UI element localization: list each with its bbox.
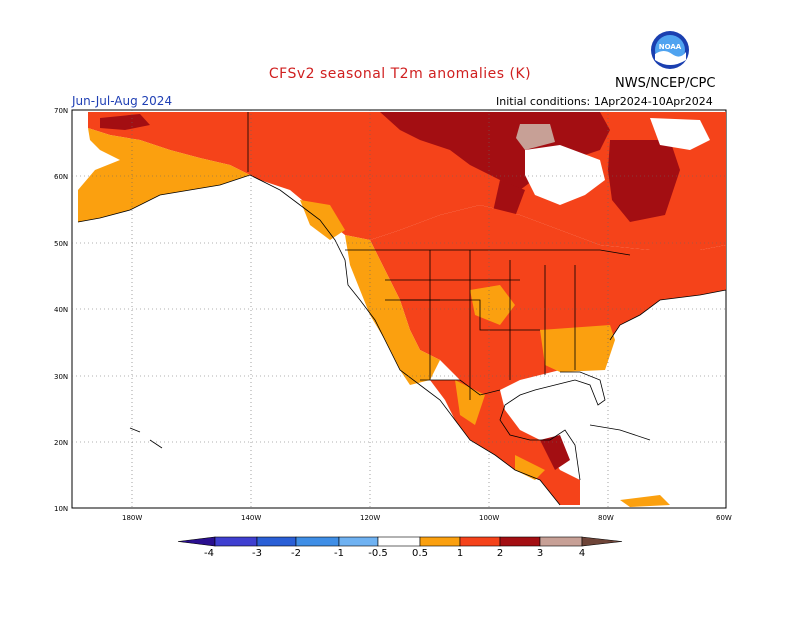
lat-tick-labels: 70N 60N 50N 40N 30N 20N 10N bbox=[54, 107, 68, 513]
lat-tick: 70N bbox=[54, 107, 68, 115]
lat-tick: 30N bbox=[54, 373, 68, 381]
lon-tick: 60W bbox=[716, 514, 732, 522]
colorbar-bin bbox=[295, 536, 340, 547]
colorbar-label: 4 bbox=[579, 548, 585, 559]
colorbar-bin bbox=[338, 536, 379, 547]
colorbar-bin bbox=[499, 536, 541, 547]
colorbar-label: 1 bbox=[457, 548, 463, 559]
lat-tick: 60N bbox=[54, 173, 68, 181]
lat-tick: 50N bbox=[54, 240, 68, 248]
colorbar-bin bbox=[419, 536, 461, 547]
lon-tick: 180W bbox=[122, 514, 142, 522]
lon-tick: 140W bbox=[241, 514, 261, 522]
lat-tick: 20N bbox=[54, 439, 68, 447]
colorbar bbox=[177, 536, 623, 547]
noaa-logo-text: NOAA bbox=[659, 43, 682, 51]
colorbar-bin bbox=[539, 536, 583, 547]
colorbar-label: -4 bbox=[204, 548, 214, 559]
colorbar-bin bbox=[214, 536, 258, 547]
anomaly-fields bbox=[78, 112, 726, 507]
coastlines-and-borders bbox=[77, 112, 727, 506]
colorbar-label: -3 bbox=[252, 548, 262, 559]
colorbar-label: -1 bbox=[334, 548, 344, 559]
lat-tick: 40N bbox=[54, 306, 68, 314]
colorbar-bin bbox=[377, 536, 421, 547]
lon-tick: 120W bbox=[360, 514, 380, 522]
season-label: Jun-Jul-Aug 2024 bbox=[72, 94, 173, 108]
colorbar-label: -0.5 bbox=[368, 548, 388, 559]
lat-tick: 10N bbox=[54, 505, 68, 513]
colorbar-bin bbox=[256, 536, 297, 547]
colorbar-label: 3 bbox=[537, 548, 543, 559]
agency-label: NWS/NCEP/CPC bbox=[615, 76, 716, 91]
map-title: CFSv2 seasonal T2m anomalies (K) bbox=[268, 66, 532, 82]
lon-tick: 80W bbox=[598, 514, 614, 522]
noaa-logo: NOAA bbox=[651, 31, 689, 69]
colorbar-labels: -4 -3 -2 -1 -0.5 0.5 1 2 3 4 bbox=[204, 548, 585, 559]
colorbar-arrow-high bbox=[581, 536, 623, 547]
lon-tick: 100W bbox=[479, 514, 499, 522]
colorbar-bin bbox=[459, 536, 501, 547]
graticule bbox=[72, 110, 726, 508]
initial-conditions-label: Initial conditions: 1Apr2024-10Apr2024 bbox=[496, 95, 713, 108]
colorbar-label: 0.5 bbox=[412, 548, 428, 559]
lon-tick-labels: 180W 140W 120W 100W 80W 60W bbox=[122, 514, 732, 522]
colorbar-label: -2 bbox=[291, 548, 301, 559]
colorbar-arrow-low bbox=[177, 536, 216, 547]
colorbar-label: 2 bbox=[497, 548, 503, 559]
